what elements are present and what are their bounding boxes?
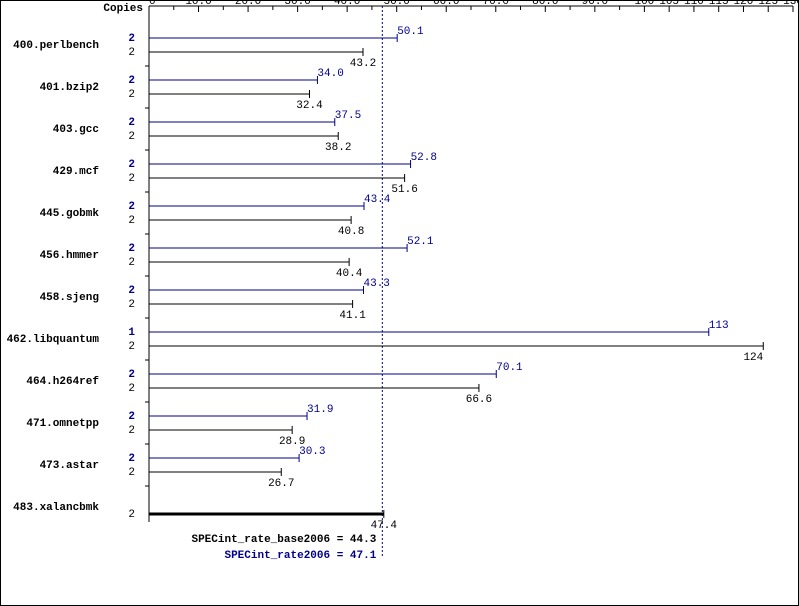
axis-tick-label: 80.0 xyxy=(532,0,558,8)
axis-tick-label: 20.0 xyxy=(235,0,261,8)
benchmark-name: 429.mcf xyxy=(53,166,100,178)
benchmark-name: 445.gobmk xyxy=(40,208,100,220)
benchmark-name: 464.h264ref xyxy=(26,376,99,388)
base-value: 66.6 xyxy=(466,394,492,406)
base-copies: 2 xyxy=(128,341,135,353)
peak-copies: 2 xyxy=(128,369,135,381)
axis-tick-label: 0 xyxy=(149,0,156,8)
base-copies: 2 xyxy=(128,89,135,101)
axis-tick-label: 105 xyxy=(659,0,679,8)
benchmark-name: 462.libquantum xyxy=(7,334,100,346)
footer-base: SPECint_rate_base2006 = 44.3 xyxy=(191,534,376,546)
base-copies: 2 xyxy=(128,299,135,311)
peak-value: 43.3 xyxy=(364,278,390,290)
peak-copies: 1 xyxy=(128,327,135,339)
peak-copies: 2 xyxy=(128,285,135,297)
benchmark-name: 401.bzip2 xyxy=(40,82,99,94)
benchmark-chart: Copies 0 10.0 20.0 30.0 40.0 50.0 60.0 70.0 80.0 9… xyxy=(0,0,799,606)
frame xyxy=(1,1,799,606)
benchmark-name: 456.hmmer xyxy=(40,250,99,262)
benchmark-name: 400.perlbench xyxy=(13,40,99,52)
peak-value: 31.9 xyxy=(307,404,333,416)
axis-tick-label: 100 xyxy=(634,0,654,8)
axis-tick-label: 30.0 xyxy=(284,0,310,8)
axis-label: Copies xyxy=(103,3,143,15)
base-copies: 2 xyxy=(128,131,135,143)
peak-copies: 2 xyxy=(128,243,135,255)
base-copies: 2 xyxy=(128,173,135,185)
peak-value: 52.8 xyxy=(411,152,437,164)
base-copies: 2 xyxy=(128,425,135,437)
axis-tick-label: 70.0 xyxy=(483,0,509,8)
peak-copies: 2 xyxy=(128,117,135,129)
base-copies: 2 xyxy=(128,509,135,521)
peak-value: 70.1 xyxy=(496,362,523,374)
benchmark-name: 471.omnetpp xyxy=(26,418,99,430)
base-value: 40.8 xyxy=(338,226,364,238)
axis-tick-label: 10.0 xyxy=(185,0,211,8)
base-copies: 2 xyxy=(128,215,135,227)
axis-tick-label: 115 xyxy=(709,0,729,8)
peak-copies: 2 xyxy=(128,411,135,423)
axis-tick-label: 120 xyxy=(734,0,754,8)
footer-peak: SPECint_rate2006 = 47.1 xyxy=(224,550,376,562)
peak-copies: 2 xyxy=(128,201,135,213)
axis-tick-label: 50.0 xyxy=(383,0,409,8)
benchmark-name: 473.astar xyxy=(40,460,99,472)
benchmark-name: 458.sjeng xyxy=(40,292,99,304)
axis-tick-label: 90.0 xyxy=(582,0,608,8)
peak-value: 43.4 xyxy=(364,194,391,206)
peak-value: 113 xyxy=(709,320,729,332)
peak-copies: 2 xyxy=(128,159,135,171)
axis-tick-label: 110 xyxy=(684,0,704,8)
peak-value: 30.3 xyxy=(299,446,325,458)
base-value: 26.7 xyxy=(268,478,294,490)
axis-tick-label: 130 xyxy=(783,0,799,8)
peak-copies: 2 xyxy=(128,33,135,45)
axis-tick-label: 125 xyxy=(758,0,778,8)
base-value: 43.2 xyxy=(350,58,376,70)
base-value: 124 xyxy=(743,352,763,364)
base-value: 41.1 xyxy=(339,310,366,322)
peak-value: 34.0 xyxy=(317,68,343,80)
base-value: 51.6 xyxy=(391,184,417,196)
benchmark-name: 483.xalancbmk xyxy=(13,502,99,514)
base-value: 32.4 xyxy=(296,100,323,112)
base-value: 38.2 xyxy=(325,142,351,154)
peak-value: 37.5 xyxy=(335,110,361,122)
peak-value: 50.1 xyxy=(397,26,424,38)
peak-copies: 2 xyxy=(128,453,135,465)
peak-value: 52.1 xyxy=(407,236,434,248)
base-value: 40.4 xyxy=(336,268,363,280)
base-value: 47.4 xyxy=(371,520,398,532)
base-copies: 2 xyxy=(128,467,135,479)
axis-tick-label: 40.0 xyxy=(334,0,360,8)
base-copies: 2 xyxy=(128,47,135,59)
base-copies: 2 xyxy=(128,383,135,395)
base-copies: 2 xyxy=(128,257,135,269)
benchmark-name: 403.gcc xyxy=(53,124,99,136)
axis-tick-label: 60.0 xyxy=(433,0,459,8)
peak-copies: 2 xyxy=(128,75,135,87)
